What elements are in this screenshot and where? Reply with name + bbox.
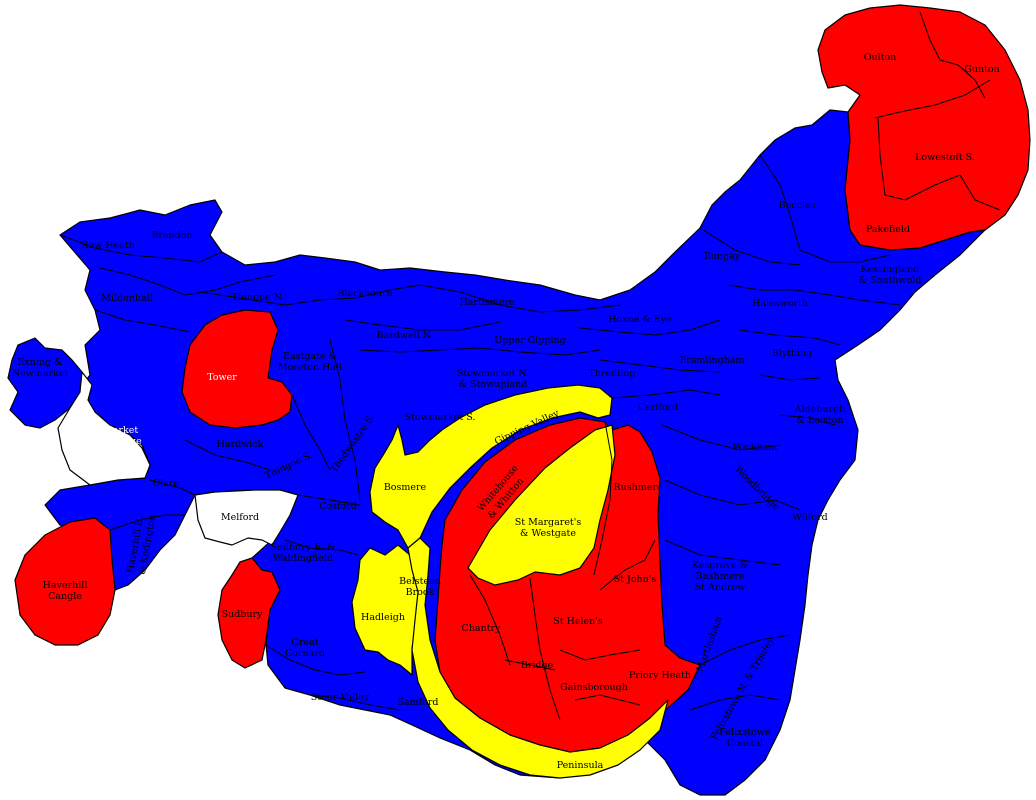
- label-exning-2: Newmarket: [12, 368, 69, 379]
- label-blackbourn: Blackbourn: [337, 288, 392, 299]
- label-eastgate-2: Moreton Hall: [278, 362, 342, 373]
- label-kesgrave-2: Rushmere: [695, 571, 744, 582]
- label-bungay: Bungay: [704, 251, 741, 262]
- label-st-johns: St John's: [614, 574, 657, 585]
- label-chantry: Chantry: [462, 623, 502, 634]
- label-pakefield: Pakefield: [866, 224, 910, 235]
- label-gunton: Gunton: [964, 64, 999, 75]
- label-cosford: Cosford: [319, 501, 357, 512]
- label-sudbury: Sudbury: [222, 609, 263, 620]
- label-oulton: Oulton: [864, 52, 897, 63]
- label-aldeburgh-1: Aldeburgh: [794, 404, 846, 415]
- division-boundaries: [59, 11, 1001, 721]
- label-hoxne: Hoxne & Eye: [608, 314, 672, 325]
- belstead-hadleigh-yellow-area: [351, 544, 426, 676]
- label-priory-heath: Priory Heath: [629, 670, 691, 681]
- label-brandon: Brandon: [151, 230, 192, 241]
- label-sudbury-e-1: Sudbury E. &: [270, 542, 335, 553]
- label-row-heath: Row Heath: [81, 240, 135, 251]
- label-kesgrave-3: St Andrew: [695, 582, 746, 593]
- label-haverhill-cangle-2: Cangle: [48, 591, 82, 602]
- label-samford: Samford: [397, 697, 438, 708]
- label-rushmere: Rushmere: [613, 482, 662, 493]
- lowestoft-red-area: [817, 4, 1031, 251]
- label-aldeburgh-2: & Leiston: [797, 415, 844, 426]
- label-hardwick: Hardwick: [217, 439, 264, 450]
- label-kesgrave-1: Kesgrave &: [692, 560, 748, 571]
- label-felixstowe-c-1: Felixstowe: [719, 727, 771, 738]
- label-beccles: Beccles: [779, 200, 816, 211]
- exning-region: [7, 337, 83, 429]
- sudbury-red-area: [217, 557, 281, 669]
- label-upper-gipping: Upper Gipping: [494, 335, 565, 346]
- label-carlford: Carlford: [638, 402, 678, 413]
- label-hartismere: Hartismere: [459, 297, 514, 308]
- label-felixstowe-c-2: Coastal: [727, 738, 763, 749]
- melford-region: [194, 489, 299, 546]
- label-haverhill-cangle-1: Haverhill: [43, 580, 88, 591]
- label-thingoe-n: Thingoe N.: [232, 292, 285, 303]
- label-great-cornard-1: Great: [291, 637, 318, 648]
- label-newmarket-2: & Red Lodge: [78, 436, 142, 447]
- st-margarets-yellow-area: [467, 424, 616, 586]
- label-stowmarket-s: Stowmarket S.: [405, 412, 476, 423]
- label-peninsula: Peninsula: [557, 760, 604, 771]
- label-sudbury-e-2: Waldingfield: [273, 553, 333, 564]
- label-clare: Clare: [153, 478, 180, 489]
- label-gainsborough: Gainsborough: [560, 682, 628, 693]
- label-st-margarets-1: St Margaret's: [515, 517, 582, 528]
- label-wickham: Wickham: [733, 442, 778, 453]
- label-bardwell-n: Bardwell N.: [377, 330, 434, 341]
- label-exning-1: Exning &: [17, 357, 62, 368]
- label-great-cornard-2: Cornard: [285, 648, 325, 659]
- label-eastgate-1: Eastgate &: [283, 351, 337, 362]
- label-belstead-1: Belstead: [399, 576, 441, 587]
- label-kessingland-1: Kessingland: [861, 264, 919, 275]
- label-stowmarket-n-2: & Stowupland: [459, 379, 528, 390]
- label-wilford: Wilford: [792, 512, 828, 523]
- newmarket-red-lodge-region: [57, 371, 151, 486]
- label-lowestoft-s: Lowestoft S.: [915, 152, 975, 163]
- label-mildenhall: Mildenhall: [101, 293, 153, 304]
- label-hadleigh: Hadleigh: [361, 612, 405, 623]
- label-thredling: Thredling: [589, 368, 636, 379]
- label-bosmere: Bosmere: [384, 482, 427, 493]
- label-st-margarets-2: & Westgate: [520, 528, 576, 539]
- label-framlingham: Framlingham: [680, 355, 745, 366]
- label-st-helens: St Helen's: [553, 616, 603, 627]
- label-stowmarket-n-1: Stowmarket N.: [457, 368, 529, 379]
- label-stour-valley: Stour Valley: [311, 692, 370, 703]
- label-melford: Melford: [221, 512, 259, 523]
- label-belstead-2: Brook: [406, 587, 435, 598]
- label-kessingland-2: & Southwold: [859, 275, 922, 286]
- label-blything: Blything: [772, 348, 813, 359]
- label-tower: Tower: [207, 372, 237, 383]
- label-newmarket-1: Newmarket: [82, 425, 139, 436]
- label-halesworth: Halesworth: [752, 298, 808, 309]
- label-bridge: Bridge: [521, 660, 554, 671]
- haverhill-cangle-red-area: [14, 517, 116, 646]
- peninsula-yellow-arc: [407, 537, 669, 779]
